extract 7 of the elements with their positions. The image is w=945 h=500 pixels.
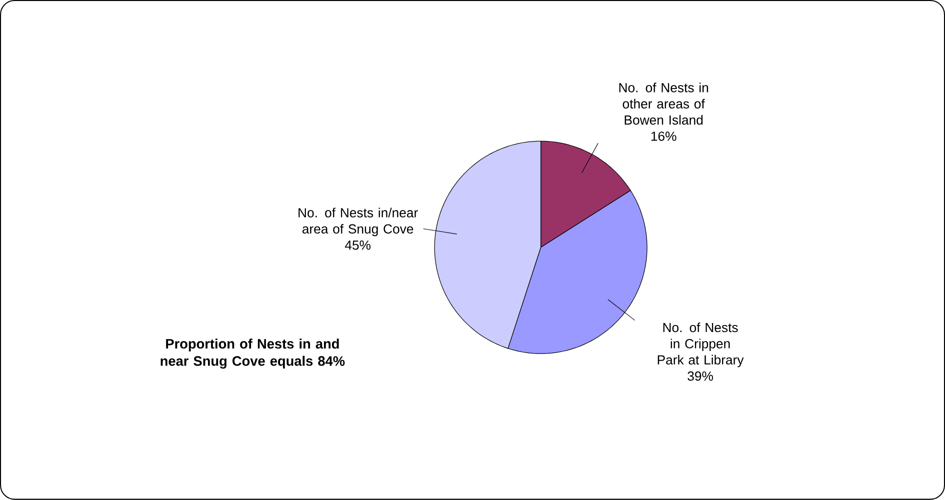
data-label: 45% [344, 240, 371, 250]
data-label: 39% [688, 372, 713, 381]
text: Proportion of Nests in and near Snug Cove equals 84% [160, 338, 345, 369]
data-label: 16% [651, 132, 676, 141]
slice-label: No. of Nests in other areas of Bowen Island [619, 82, 708, 125]
slice-label: No. of Nests in Crippen Park at Library [658, 322, 744, 368]
slice-label: No. of Nests in/near area of Snug Cove [298, 208, 418, 236]
